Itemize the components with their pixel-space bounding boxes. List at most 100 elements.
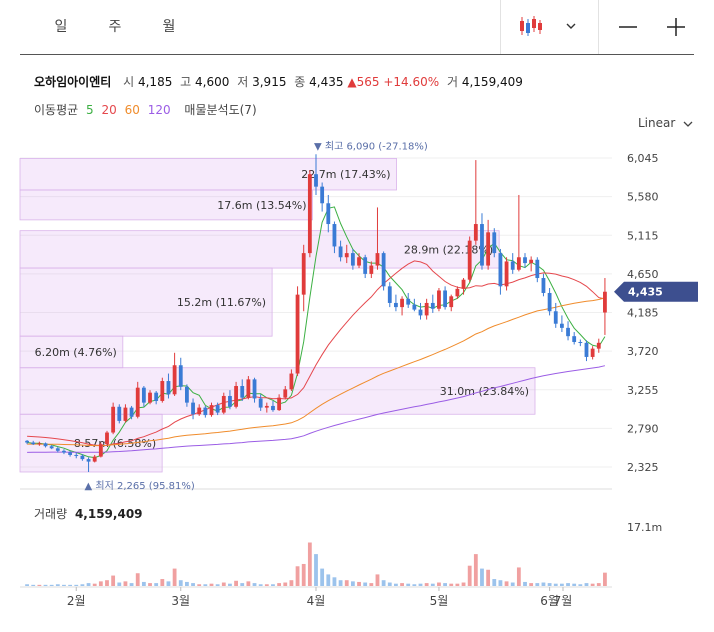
change-value: 565 [356, 75, 380, 89]
candle-body [326, 203, 331, 225]
candle-body [252, 379, 257, 399]
ma-60[interactable]: 60 [124, 103, 140, 117]
volume-bar [37, 584, 42, 586]
volume-bar [172, 568, 177, 586]
tab-monthly[interactable]: 월 [162, 19, 176, 35]
toolbar-underline [20, 54, 694, 55]
volume-profile-bar [19, 230, 500, 269]
candle-body [406, 298, 411, 305]
ma-120[interactable]: 120 [147, 103, 171, 117]
ma-5[interactable]: 5 [86, 103, 94, 117]
candle-body [37, 443, 42, 445]
volume-bar [492, 579, 497, 586]
volume-bar [437, 582, 441, 586]
volume-bar [455, 583, 460, 586]
candle-body [375, 253, 380, 266]
volume-bar [129, 583, 134, 586]
candle-body [455, 288, 460, 297]
candle-body [535, 259, 540, 279]
price-tick-label: 3,255 [627, 384, 659, 397]
volume-profile-bar [19, 158, 397, 191]
volume-bar [154, 583, 159, 586]
candle-body [510, 261, 515, 270]
candle-body [129, 407, 134, 417]
candle-body [246, 379, 251, 398]
volume-bar [357, 581, 361, 586]
volume-bar [74, 584, 79, 586]
candle-body [516, 257, 521, 270]
volume-bar [295, 566, 300, 586]
candle-body [25, 440, 29, 443]
candle-body [449, 296, 454, 308]
volume-bar [467, 565, 472, 586]
ma-label: 이동평균 [34, 103, 79, 117]
volume-tick-label: 17.1m [627, 521, 662, 534]
candle-body [357, 257, 361, 266]
ma-20[interactable]: 20 [101, 103, 117, 117]
volume-profile-toggle[interactable]: 매물분석도(7) [184, 103, 257, 117]
month-label: 6월 [540, 594, 559, 608]
volume-bar [430, 583, 435, 586]
candle-body [80, 455, 85, 460]
volume-bar [209, 583, 214, 586]
chevron-down-icon[interactable] [564, 18, 578, 32]
candle-body [209, 405, 214, 416]
quote-summary: 오하임아이엔티 시 4,185 고 4,600 저 3,915 종 4,435 … [34, 73, 523, 90]
toolbar-divider [598, 0, 599, 54]
volume-bar [25, 584, 29, 586]
candle-body [55, 448, 60, 451]
volume-label: 거 [446, 75, 459, 89]
minus-icon[interactable] [617, 16, 639, 38]
ma-120-line [27, 365, 606, 453]
tab-weekly[interactable]: 주 [108, 19, 122, 35]
volume-bar [572, 583, 577, 586]
volume-bar [375, 574, 380, 586]
volume-bar [55, 584, 60, 586]
plus-icon[interactable] [665, 16, 687, 38]
volume-profile-label: 28.9m (22.18%) [404, 243, 493, 256]
volume-bar [141, 581, 146, 586]
volume-profile-label: 6.20m (4.76%) [35, 346, 117, 359]
tab-daily[interactable]: 일 [54, 19, 68, 35]
candle-body [43, 443, 48, 447]
candle-body [523, 257, 527, 264]
volume-profile-bar [19, 189, 313, 221]
low-label: 저 [237, 75, 249, 89]
candle-body [412, 304, 417, 310]
volume-total: 4,159,409 [74, 507, 143, 521]
volume-value: 4,159,409 [461, 75, 523, 89]
candle-body [492, 232, 497, 254]
candle-body [68, 452, 73, 455]
volume-bar [566, 583, 570, 586]
chart-toolbar: 일 주 월 [0, 0, 714, 54]
open-value: 4,185 [137, 75, 173, 89]
volume-bar [320, 568, 325, 586]
candle-body [178, 365, 183, 387]
volume-bar [406, 583, 411, 586]
candle-body [234, 386, 238, 407]
volume-bar [178, 580, 183, 586]
candle-body [461, 279, 466, 289]
volume-bar [264, 584, 269, 586]
change-percent: +14.60% [383, 75, 440, 89]
candle-body [596, 342, 601, 349]
scale-selector[interactable]: Linear [638, 116, 694, 130]
volume-bar [523, 581, 527, 586]
volume-bar [332, 577, 337, 586]
candle-body [480, 224, 484, 266]
candle-body [31, 442, 36, 445]
volume-bar [424, 583, 429, 586]
volume-bar [86, 583, 91, 586]
candle-body [590, 348, 595, 357]
volume-bar [283, 582, 288, 586]
candle-body [111, 406, 116, 433]
volume-bar [117, 582, 122, 586]
candle-body [498, 253, 503, 287]
candle-body [418, 309, 423, 316]
volume-bar [443, 583, 448, 586]
volume-header: 거래량 4,159,409 [34, 505, 143, 522]
volume-bar [228, 583, 232, 586]
candlestick-icon[interactable] [518, 14, 546, 38]
candle-body [148, 392, 152, 403]
